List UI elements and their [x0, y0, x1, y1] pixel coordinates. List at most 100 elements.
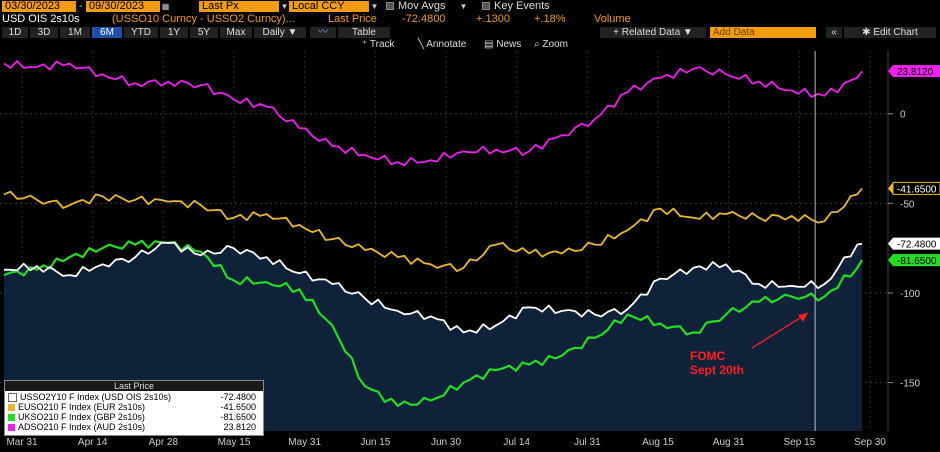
- legend-label-usd: USSO2Y10 F Index (USD OIS 2s10s): [20, 392, 172, 402]
- series-lines: [3, 60, 863, 407]
- x-axis: Mar 31 Apr 14 Apr 28 May 15 May 31 Jun 15 Jun …: [6, 437, 886, 448]
- gbp-line: [3, 239, 863, 407]
- collapse-icon[interactable]: «: [826, 27, 842, 38]
- legend-swatch-aud: [8, 424, 15, 432]
- annotation-arrow-line: [751, 312, 809, 349]
- gear-icon: ✱: [862, 27, 871, 38]
- last-label-pointer: [888, 254, 893, 267]
- volume-label: Volume: [594, 13, 631, 25]
- related-data-button[interactable]: + Related Data ▼: [600, 27, 706, 38]
- table-button[interactable]: Table: [338, 27, 390, 38]
- y-tick-label: -100: [900, 289, 920, 300]
- last-label-text: -41.6500: [897, 184, 937, 195]
- track-label: Track: [369, 39, 395, 50]
- period-max[interactable]: Max: [220, 27, 252, 38]
- edit-chart-label: Edit Chart: [873, 27, 918, 38]
- y-axis: 0 -50 -100 -150: [888, 110, 920, 390]
- last-label-text: 23.8120: [897, 67, 934, 78]
- news-label: News: [496, 39, 522, 50]
- date-separator: -: [79, 0, 83, 12]
- add-data-input[interactable]: Add Data: [710, 27, 816, 38]
- track-icon: ⁺: [362, 39, 368, 50]
- track-button[interactable]: ⁺ Track: [362, 39, 395, 51]
- period-5y[interactable]: 5Y: [190, 27, 218, 38]
- zoom-button[interactable]: ⌕ Zoom: [534, 39, 568, 51]
- eur-line: [3, 187, 863, 272]
- mov-avgs-checkbox[interactable]: [386, 2, 394, 10]
- field-select[interactable]: Last Px: [199, 1, 279, 12]
- legend-label-gbp: UKSO210 F Index (GBP 2s10s): [18, 412, 145, 422]
- aud-line: [3, 60, 863, 167]
- legend-value-eur: -41.6500: [220, 402, 256, 412]
- annotate-icon: ╲: [418, 39, 425, 50]
- edit-chart-button[interactable]: ✱ Edit Chart: [844, 27, 936, 38]
- news-button[interactable]: ▤ News: [484, 39, 521, 51]
- chevron-down-icon[interactable]: ▼: [370, 2, 379, 11]
- last-label-box: [892, 181, 940, 195]
- legend-item-eur[interactable]: EUSO210 F Index (EUR 2s10s) -41.6500: [8, 402, 260, 412]
- key-events-checkbox[interactable]: [482, 2, 490, 10]
- line-chart-icon[interactable]: 〰: [310, 27, 336, 38]
- x-tick-label: Sep 15: [783, 437, 815, 448]
- x-tick-label: Mar 31: [6, 437, 38, 448]
- y-tick-label: -150: [900, 379, 920, 390]
- end-date-field[interactable]: 09/30/2023: [86, 1, 160, 12]
- x-tick-label: Jul 14: [503, 437, 530, 448]
- y-tick-label: 0: [900, 110, 906, 121]
- zoom-label: Zoom: [542, 39, 568, 50]
- related-data-label: + Related Data: [613, 27, 681, 38]
- toolbar-row-2: USD OIS 2s10s (USSO10 Curncy - USSO2 Cur…: [0, 13, 940, 26]
- legend-swatch-gbp: [8, 414, 15, 422]
- legend[interactable]: Last Price USSO2Y10 F Index (USD OIS 2s1…: [4, 380, 264, 436]
- legend-value-usd: -72.4800: [220, 392, 256, 402]
- period-ytd[interactable]: YTD: [124, 27, 158, 38]
- chevron-down-icon[interactable]: ▼: [280, 2, 289, 11]
- chevron-down-icon[interactable]: ▼: [459, 2, 468, 11]
- period-1d[interactable]: 1D: [2, 27, 28, 38]
- last-label-aud: 23.8120: [888, 65, 940, 78]
- last-label-pointer: [888, 237, 893, 250]
- mov-avgs-label: Mov Avgs: [398, 0, 446, 12]
- period-1m[interactable]: 1M: [60, 27, 90, 38]
- legend-label-eur: EUSO210 F Index (EUR 2s10s): [18, 402, 146, 412]
- last-label-box: [893, 65, 940, 78]
- last-value-labels: -72.4800 -41.6500 -81.6500 23.8120: [888, 65, 940, 267]
- frequency-select[interactable]: Daily ▼: [254, 27, 306, 38]
- x-tick-label: Jun 15: [360, 437, 390, 448]
- usd-line: [3, 241, 863, 334]
- x-tick-label: Jul 31: [574, 437, 601, 448]
- last-label-pointer: [888, 182, 893, 195]
- x-tick-label: Sep 30: [854, 437, 886, 448]
- start-date-field[interactable]: 03/30/2023: [2, 1, 76, 12]
- last-label-text: -81.6500: [897, 256, 937, 267]
- period-6m[interactable]: 6M: [92, 27, 122, 38]
- legend-item-aud[interactable]: ADSO210 F Index (AUD 2s10s) 23.8120: [8, 422, 260, 432]
- last-label-gbp: -81.6500: [888, 254, 940, 267]
- toolbar-row-4: ⁺ Track ╲ Annotate ▤ News ⌕ Zoom: [0, 39, 940, 51]
- currency-select[interactable]: Local CCY: [289, 1, 369, 12]
- last-label-box: [893, 237, 940, 250]
- legend-value-gbp: -81.6500: [220, 412, 256, 422]
- legend-item-gbp[interactable]: UKSO210 F Index (GBP 2s10s) -81.6500: [8, 412, 260, 422]
- zoom-icon: ⌕: [534, 39, 540, 50]
- annotation-text-line-2: Sept 20th: [690, 363, 744, 377]
- legend-swatch-eur: [8, 404, 15, 412]
- legend-value-aud: 23.8120: [223, 422, 256, 432]
- period-3d[interactable]: 3D: [30, 27, 58, 38]
- annotate-label: Annotate: [426, 39, 467, 50]
- x-tick-label: Aug 31: [713, 437, 745, 448]
- annotate-button[interactable]: ╲ Annotate: [418, 39, 466, 51]
- legend-item-usd[interactable]: USSO2Y10 F Index (USD OIS 2s10s) -72.480…: [8, 392, 260, 403]
- x-tick-label: Apr 28: [149, 437, 179, 448]
- key-events-label: Key Events: [494, 0, 550, 12]
- annotation-arrowhead: [798, 313, 808, 322]
- last-label-text: -72.4800: [897, 240, 937, 251]
- legend-header: Last Price: [5, 381, 263, 391]
- last-label-box: [893, 254, 940, 267]
- toolbar-row-3: 1D 3D 1M 6M YTD 1Y 5Y Max Daily ▼ 〰 Tabl…: [0, 26, 940, 39]
- calendar-icon[interactable]: ▦: [161, 2, 170, 11]
- x-tick-label: May 31: [288, 437, 321, 448]
- last-label-usd: -72.4800: [888, 237, 940, 251]
- y-tick-label: -50: [900, 199, 915, 210]
- period-1y[interactable]: 1Y: [160, 27, 188, 38]
